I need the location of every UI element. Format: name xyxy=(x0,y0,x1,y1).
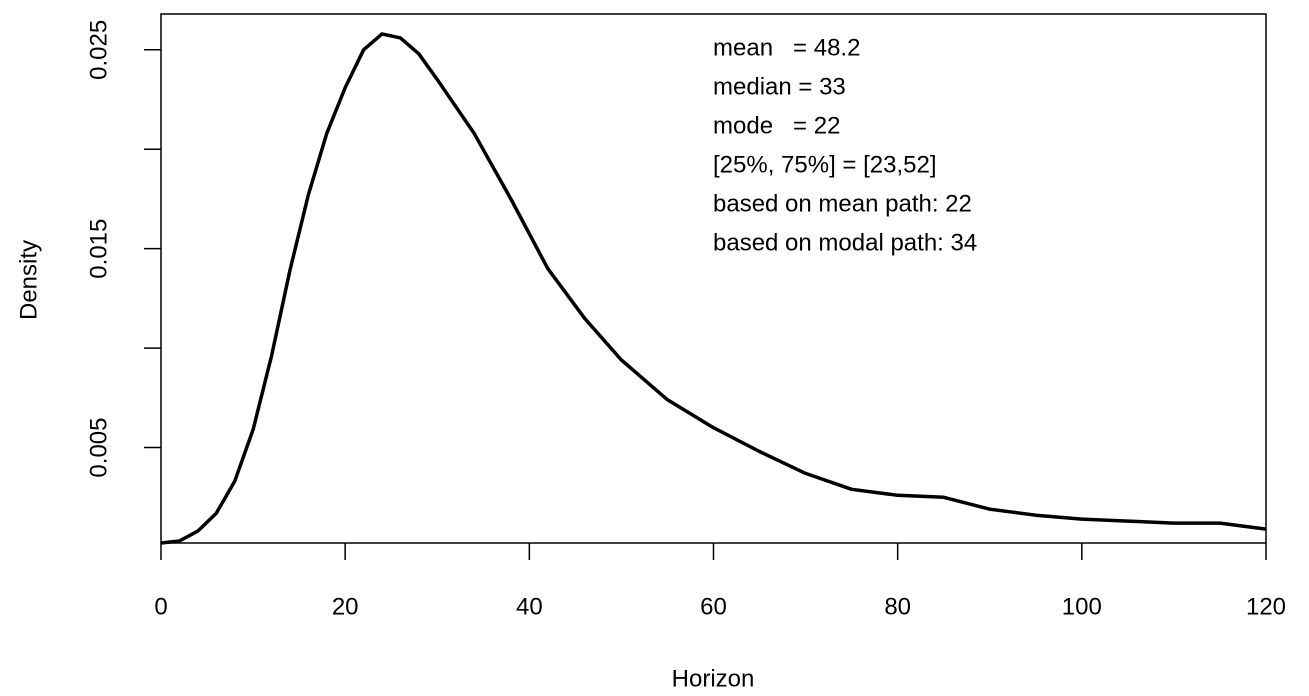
x-tick-label: 20 xyxy=(332,593,359,620)
annotation: based on modal path: 34 xyxy=(713,229,977,256)
annotation: mode = 22 xyxy=(713,112,840,139)
x-tick-label: 60 xyxy=(700,593,727,620)
x-axis-label: Horizon xyxy=(672,665,755,692)
x-tick-label: 120 xyxy=(1246,593,1286,620)
x-tick-label: 0 xyxy=(154,593,167,620)
x-tick-label: 40 xyxy=(516,593,543,620)
density-line xyxy=(160,32,1267,545)
annotation: median = 33 xyxy=(713,73,846,100)
annotation: based on mean path: 22 xyxy=(713,190,972,217)
y-tick-label: 0.015 xyxy=(85,219,112,279)
y-tick-label: 0.005 xyxy=(85,418,112,478)
x-tick-label: 80 xyxy=(884,593,911,620)
annotation: mean = 48.2 xyxy=(713,34,860,61)
y-axis-label: Density xyxy=(15,240,42,320)
annotation: [25%, 75%] = [23,52] xyxy=(713,151,937,178)
y-tick-label: 0.025 xyxy=(85,20,112,80)
x-tick-label: 100 xyxy=(1062,593,1102,620)
